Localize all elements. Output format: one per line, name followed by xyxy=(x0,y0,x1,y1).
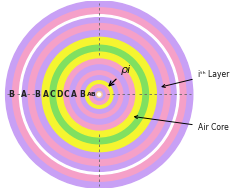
Text: D: D xyxy=(57,90,63,99)
Circle shape xyxy=(89,85,109,104)
Text: A: A xyxy=(43,90,49,99)
Circle shape xyxy=(64,59,135,130)
Circle shape xyxy=(93,89,105,100)
Circle shape xyxy=(98,93,101,96)
Text: C: C xyxy=(50,90,56,99)
Circle shape xyxy=(76,71,123,118)
Circle shape xyxy=(42,37,156,152)
Circle shape xyxy=(35,30,163,159)
Text: B: B xyxy=(34,90,40,99)
Circle shape xyxy=(28,24,170,165)
Circle shape xyxy=(57,52,142,137)
Text: C: C xyxy=(64,90,70,99)
Circle shape xyxy=(50,45,148,144)
Circle shape xyxy=(85,81,113,108)
Circle shape xyxy=(80,76,118,113)
Text: ρi: ρi xyxy=(109,65,131,86)
Text: Air Core: Air Core xyxy=(135,116,228,132)
Text: iᵗʰ Layer: iᵗʰ Layer xyxy=(162,70,229,88)
Text: AB: AB xyxy=(87,92,97,97)
Text: B: B xyxy=(9,90,14,99)
Circle shape xyxy=(96,91,102,98)
Circle shape xyxy=(70,65,129,124)
Text: A: A xyxy=(21,90,27,99)
Circle shape xyxy=(22,18,176,171)
Circle shape xyxy=(13,8,186,181)
Circle shape xyxy=(6,1,193,188)
Circle shape xyxy=(19,15,179,174)
Text: B: B xyxy=(80,90,85,99)
Text: A: A xyxy=(71,90,76,99)
